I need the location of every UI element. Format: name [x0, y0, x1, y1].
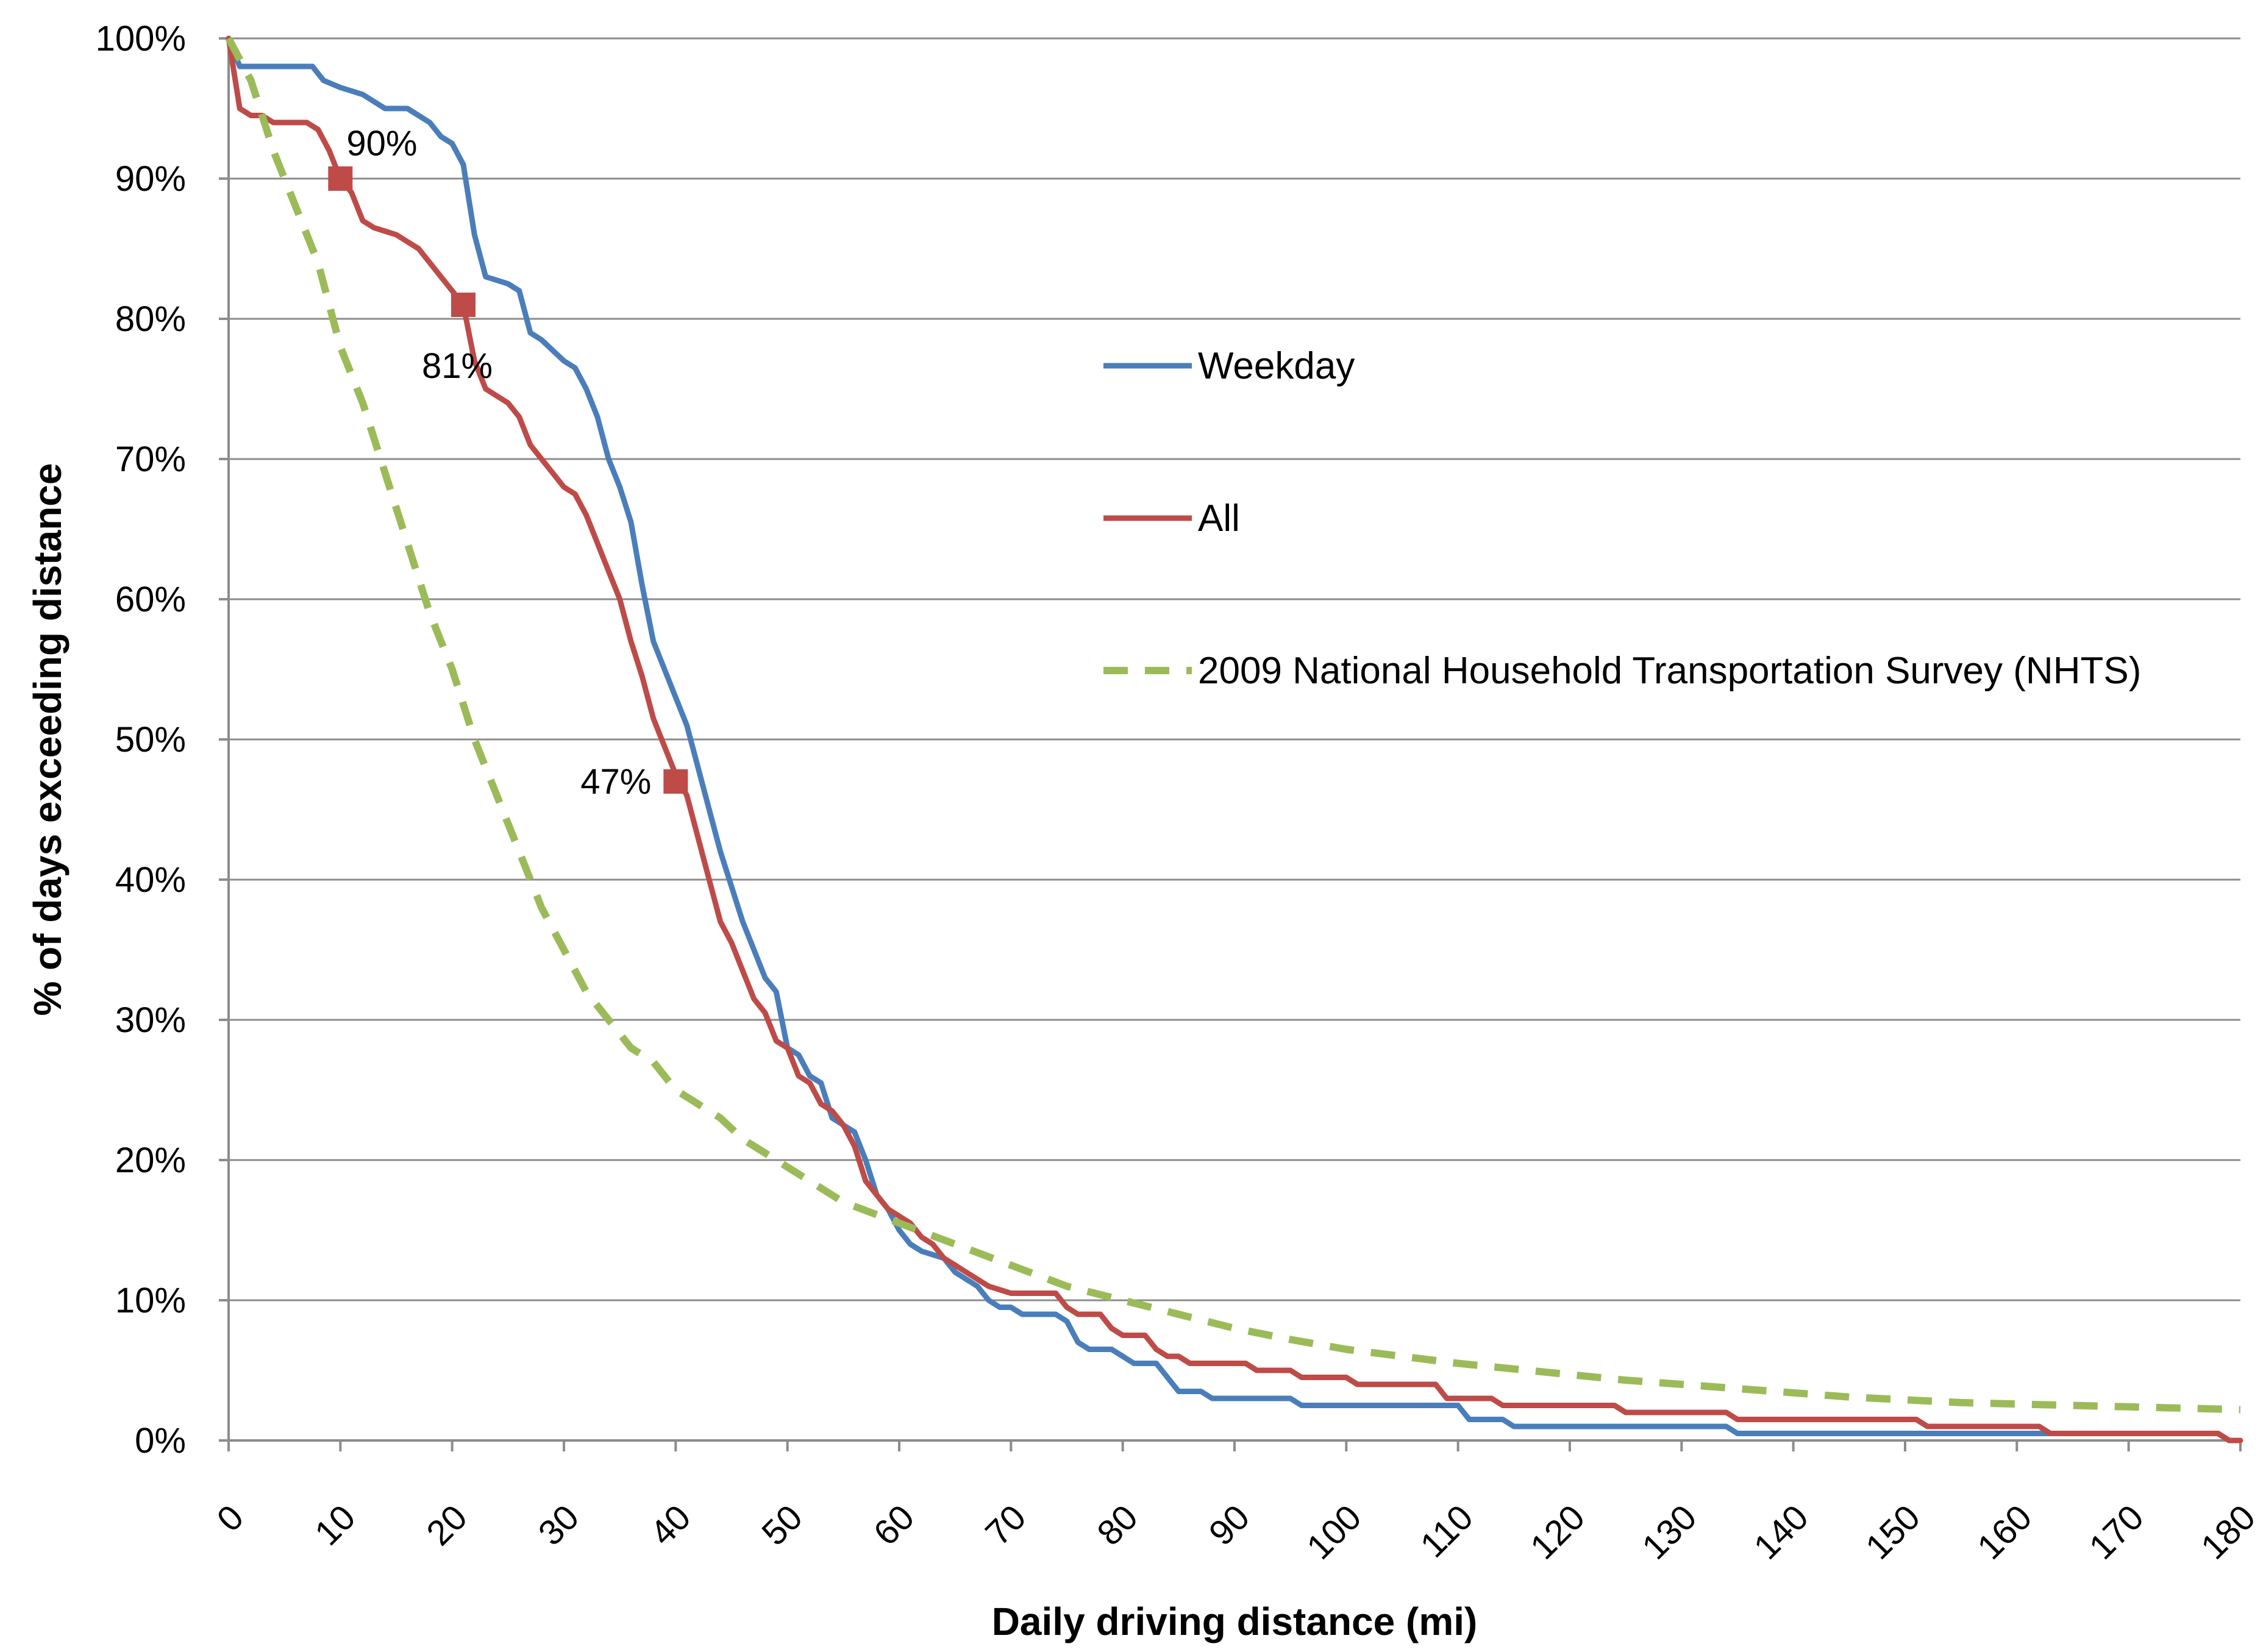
y-tick-label: 0%: [135, 1421, 186, 1461]
annotation-marker: [451, 293, 476, 317]
y-axis-title: % of days exceeding distance: [26, 463, 69, 1016]
y-tick-label: 20%: [115, 1141, 186, 1180]
y-tick-label: 80%: [115, 299, 186, 339]
annotation-marker: [328, 166, 353, 191]
series-line-all: [226, 35, 2243, 1444]
annotation-markers: 90% 81% 47%: [328, 124, 688, 802]
y-tick-label: 60%: [115, 580, 186, 619]
legend-label: Weekday: [1198, 345, 1355, 387]
y-tick-label: 30%: [115, 1000, 186, 1040]
y-tick-label: 70%: [115, 440, 186, 479]
y-tick-label: 100%: [96, 19, 186, 59]
annotation-label: 81%: [422, 346, 493, 386]
y-tick-label: 50%: [115, 720, 186, 760]
annotation-label: 90%: [346, 124, 417, 163]
legend-label: All: [1198, 497, 1240, 539]
annotation-label: 47%: [580, 762, 651, 802]
y-tick-label: 90%: [115, 159, 186, 199]
y-tick-label: 40%: [115, 860, 186, 900]
axis-labels: Daily driving distance (mi) % of days ex…: [26, 463, 1477, 1644]
series-lines: [225, 35, 2243, 1444]
gridlines: [229, 37, 2240, 1301]
annotation-marker: [663, 769, 688, 794]
y-tick-label: 10%: [115, 1281, 186, 1320]
x-axis-title: Daily driving distance (mi): [992, 1600, 1478, 1643]
legend-label: 2009 National Household Transportation S…: [1198, 650, 2141, 692]
series-line-nhts: [225, 37, 2241, 1414]
legend: Weekday All 2009 National Household Transp…: [1103, 345, 2141, 692]
